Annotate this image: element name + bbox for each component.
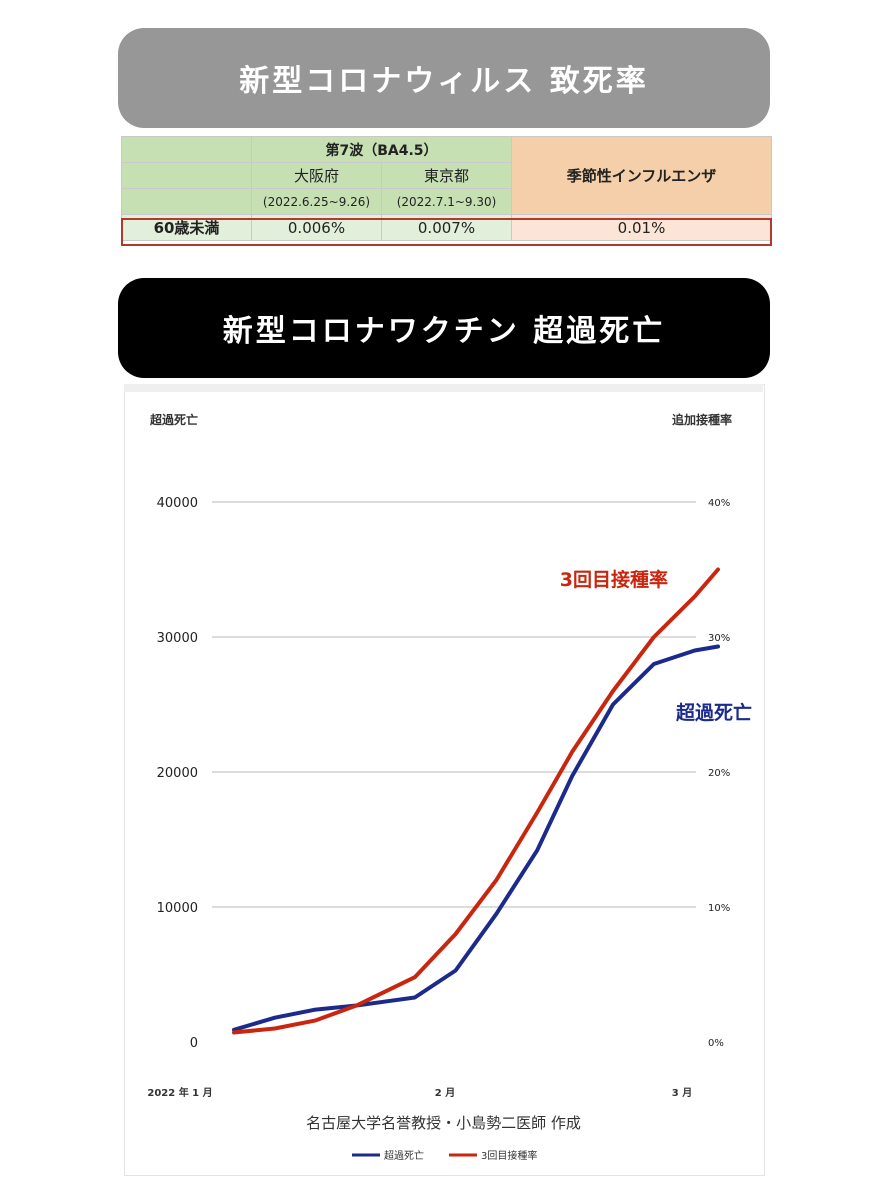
corner-cell [121,162,252,189]
annotation-excess-death: 超過死亡 [675,701,752,724]
y-tick-right: 0% [708,1038,724,1049]
series-lines [232,567,720,1035]
series-line [232,644,720,1032]
region-period: (2022.6.25~9.26) [251,188,382,215]
y-tick-left: 10000 [157,901,198,916]
series-line [232,567,720,1035]
y-tick-right: 30% [708,633,730,644]
vaccine-banner: 新型コロナワクチン 超過死亡 [118,278,770,378]
annotation-vaccination: 3回目接種率 [560,568,668,591]
y-tick-right: 40% [708,498,730,509]
x-tick: 2 月 [435,1087,455,1099]
fatality-table: 第7波（BA4.5） 季節性インフルエンザ 大阪府 東京都 (2022.6.25… [121,136,772,241]
y-tick-left: 0 [190,1036,198,1051]
chart-panel [124,384,765,1176]
region-name: 大阪府 [251,162,382,189]
panel-top-strip [124,384,763,392]
y-tick-left: 30000 [157,631,198,646]
tick-labels: 超過死亡 追加接種率 0 10000 20000 30000 40000 0% 10% 20% 30… [147,412,732,1099]
corner-cell [121,136,252,163]
flu-header: 季節性インフルエンザ [511,136,772,215]
y-tick-left: 20000 [157,766,198,781]
legend-label: 3回目接種率 [481,1149,537,1162]
credit-text: 名古屋大学名誉教授・小島勢二医師 作成 [306,1114,581,1132]
y-tick-left: 40000 [157,496,198,511]
legend: 超過死亡 3回目接種率 [352,1149,537,1162]
grid [212,501,696,908]
legend-label: 超過死亡 [384,1149,424,1162]
y-tick-right: 10% [708,903,730,914]
fatality-title: 新型コロナウィルス 致死率 [239,64,649,99]
x-tick: 2022 年 1 月 [147,1086,212,1099]
fatality-banner: 新型コロナウィルス 致死率 [118,28,770,128]
y-axis-title-left: 超過死亡 [149,412,198,427]
x-tick: 3 月 [672,1087,692,1099]
wave-header: 第7波（BA4.5） [251,136,512,163]
region-name: 東京都 [381,162,512,189]
vaccine-title: 新型コロナワクチン 超過死亡 [222,314,666,349]
y-tick-right: 20% [708,768,730,779]
y-axis-title-right: 追加接種率 [672,412,732,427]
